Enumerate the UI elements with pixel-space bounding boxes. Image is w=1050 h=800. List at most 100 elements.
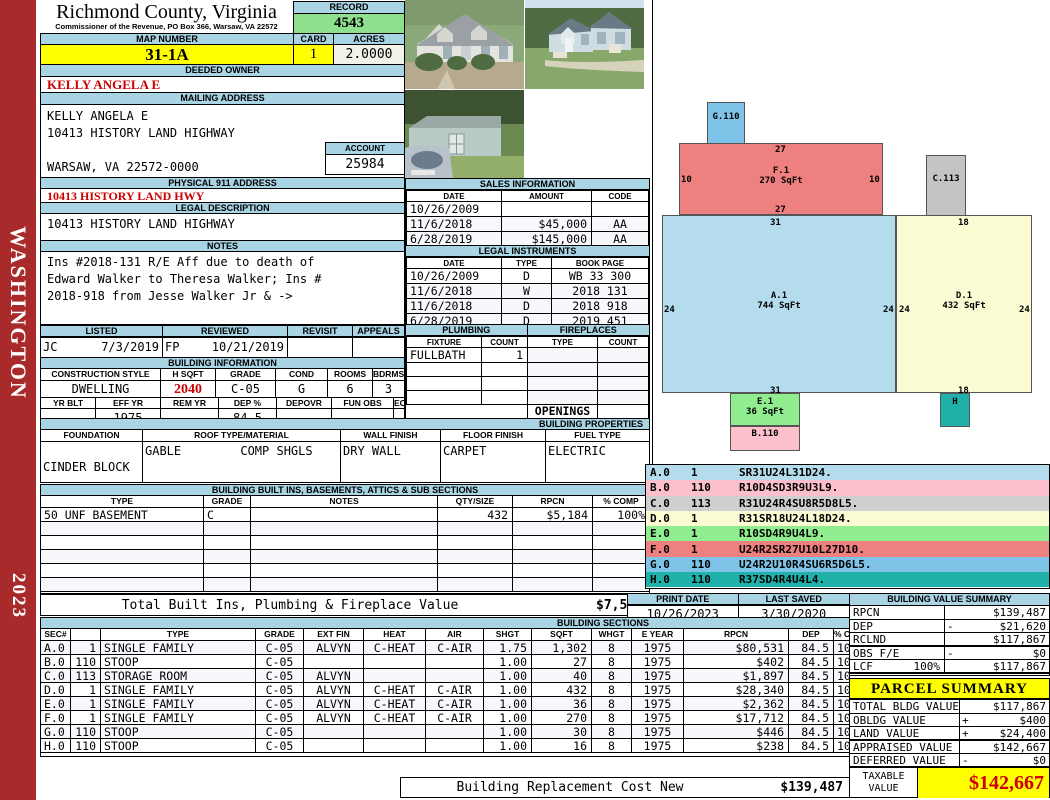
sec: A.0: [41, 641, 71, 654]
bi-notes: [251, 550, 438, 563]
summary-extra: 100%: [913, 660, 941, 673]
bi-rpcn: [513, 564, 593, 577]
type: SINGLE FAMILY: [101, 683, 256, 696]
sketch-shape-label: G.110: [712, 111, 740, 122]
type: SINGLE FAMILY: [101, 641, 256, 654]
summary-row: OBS F/E - $0: [850, 646, 1049, 660]
col-sqft: SQFT: [532, 629, 592, 640]
legend-row: A.0 1 SR31U24L31D24.: [646, 465, 1049, 481]
physical-address-block: PHYSICAL 911 ADDRESS 10413 HISTORY LAND …: [40, 177, 405, 203]
eyear: 1975: [632, 697, 684, 710]
bi-qty: 432: [438, 508, 513, 521]
sketch-shape-c-113[interactable]: C.113: [926, 155, 966, 218]
col-dep-pct: DEP %: [219, 398, 277, 408]
legend-section: G.0: [650, 557, 670, 571]
legend-section: E.0: [650, 527, 670, 541]
property-photo-outbuilding[interactable]: [405, 90, 524, 178]
col-yrblt: YR BLT: [41, 398, 96, 408]
legend-description: R10SD4R9U4L9.: [739, 527, 826, 541]
sketch-shape-g-110[interactable]: G.110: [707, 102, 745, 147]
col-construction-style: CONSTRUCTION STYLE: [41, 369, 161, 380]
legend-row: D.0 1 R31SR18U24L18D24.: [646, 510, 1049, 527]
bi-comp: [593, 578, 649, 591]
sketch-shape-a-1[interactable]: A.1 744 SqFt: [662, 215, 896, 393]
instr-bookpage: 2018 131: [551, 283, 649, 299]
table-row: [41, 564, 649, 578]
comp: 100%: [837, 711, 849, 724]
notes-block: NOTES Ins #2018-131 R/E Aff due to death…: [40, 240, 405, 325]
property-photos: [405, 0, 655, 178]
air: C-AIR: [426, 711, 484, 724]
table-row: F.0 1 SINGLE FAMILY C-05 ALVYN C-HEAT C-AIR 1.0…: [41, 711, 849, 725]
sketch-dimension: 18: [958, 386, 969, 396]
col-fp-type: TYPE: [527, 336, 598, 348]
col-fp-count: COUNT: [597, 336, 649, 348]
legend-description: R31SR18U24L18D24.: [739, 512, 852, 526]
air: C-AIR: [426, 641, 484, 654]
col-sec: [71, 629, 101, 640]
legend-section: B.0: [650, 481, 670, 495]
summary-sign: [945, 633, 957, 645]
fixture-count: 1: [481, 347, 528, 363]
mail-line: WARSAW, VA 22572-0000: [47, 160, 199, 174]
legend-row: B.0 110 R10D4SD3R9U3L9.: [646, 480, 1049, 496]
ext-fin: [304, 655, 364, 668]
building-sketch[interactable]: G.110 F.1 270 SqFt C.113 A.1 744 SqFt D.1 432 S…: [652, 0, 1050, 465]
summary-value: $21,620: [999, 619, 1046, 633]
card-label: CARD: [294, 34, 334, 45]
comp: 100%: [837, 655, 849, 668]
col-ext-fin: EXT FIN: [304, 629, 364, 640]
col-bi-type: TYPE: [41, 496, 204, 507]
built-ins-title: BUILDING BUILT INS, BASEMENTS, ATTICS & …: [41, 485, 649, 496]
air: [426, 725, 484, 738]
bi-qty: [438, 578, 513, 591]
account-label: ACCOUNT: [326, 143, 404, 155]
table-row: C.0 113 STORAGE ROOM C-05 ALVYN 1.00 40 8 1975 $1…: [41, 669, 849, 683]
sketch-dimension: 27: [775, 205, 786, 215]
type: STOOP: [101, 725, 256, 738]
table-row: [406, 376, 649, 391]
sketch-shape-h[interactable]: H: [940, 393, 970, 427]
sketch-shape-b-110[interactable]: B.110: [730, 426, 800, 451]
county-title: Richmond County, Virginia: [56, 1, 277, 23]
whgt: 8: [592, 655, 632, 668]
record-label: RECORD: [294, 2, 404, 14]
roof-value: GABLE COMP SHGLS: [143, 442, 341, 482]
heat: C-HEAT: [364, 697, 426, 710]
roof-type-value: GABLE: [145, 444, 182, 458]
shgt: 1.00: [484, 697, 532, 710]
property-photo-front[interactable]: [405, 0, 524, 89]
table-row: A.0 1 SINGLE FAMILY C-05 ALVYN C-HEAT C-AIR 1.7…: [41, 641, 849, 655]
col-bdrms: BDRMS: [373, 369, 404, 380]
mail-line: 10413 HISTORY LAND HIGHWAY: [47, 126, 235, 140]
parcel-sign: [960, 741, 972, 754]
sketch-shape-f-1[interactable]: F.1 270 SqFt: [679, 143, 883, 215]
sketch-shape-e-1[interactable]: E.1 36 SqFt: [730, 393, 800, 426]
table-row: 50 UNF BASEMENT C 432 $5,184 100%: [41, 508, 649, 522]
property-photo-side[interactable]: [525, 0, 644, 89]
sketch-shape-label: D.1: [955, 291, 973, 301]
table-row: 11/6/2018 $45,000 AA: [406, 216, 649, 232]
type: SINGLE FAMILY: [101, 697, 256, 710]
wall-finish-value: DRY WALL: [341, 442, 441, 482]
sketch-shape-label: E.1: [756, 396, 774, 407]
map-number-block: MAP NUMBER CARD ACRES 31-1A 1 2.0000: [40, 33, 405, 64]
sketch-shape-d-1[interactable]: D.1 432 SqFt: [896, 215, 1032, 393]
bi-qty: [438, 522, 513, 535]
col-foundation: FOUNDATION: [41, 430, 143, 441]
bi-grade: [204, 564, 251, 577]
bi-qty: [438, 550, 513, 563]
fixture-count: [481, 376, 528, 391]
bi-notes: [251, 508, 438, 521]
grade: C-05: [256, 655, 304, 668]
eyear: 1975: [632, 725, 684, 738]
fireplace-count: [597, 362, 649, 377]
summary-sign: -: [947, 646, 954, 660]
table-row: [41, 522, 649, 536]
instr-date: 11/6/2018: [406, 298, 502, 314]
listed-value: JC 7/3/2019: [41, 338, 163, 357]
table-row: E.0 1 SINGLE FAMILY C-05 ALVYN C-HEAT C-AIR 1.0…: [41, 697, 849, 711]
whgt: 8: [592, 739, 632, 752]
shgt: 1.00: [484, 711, 532, 724]
summary-value: $139,487: [993, 606, 1046, 619]
